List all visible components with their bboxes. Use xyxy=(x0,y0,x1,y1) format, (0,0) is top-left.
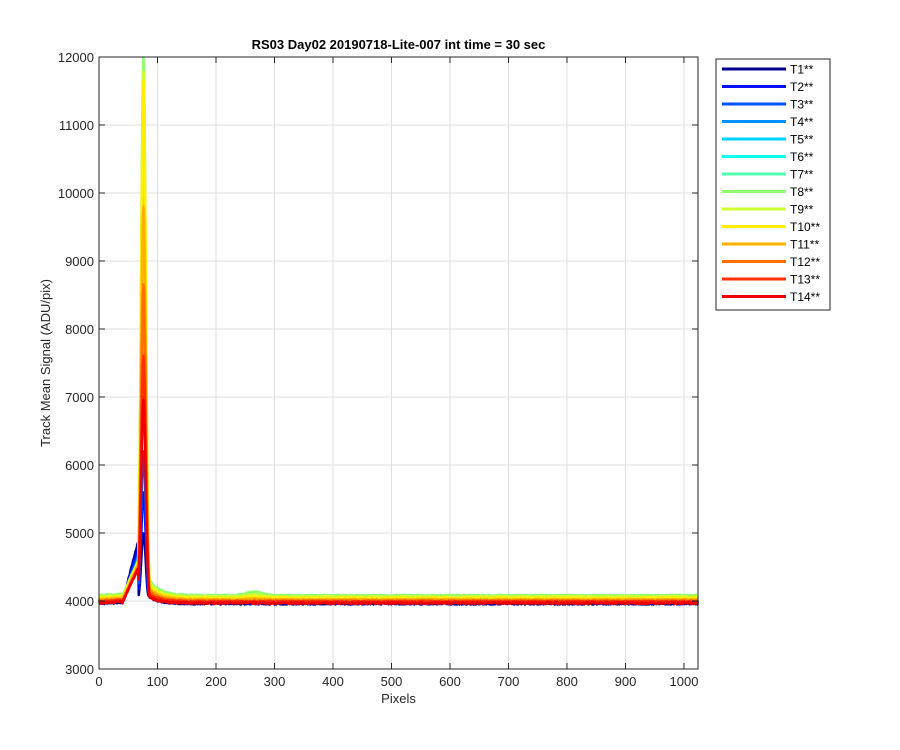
legend-label: T11** xyxy=(790,238,819,252)
legend-entry: T14** xyxy=(722,290,820,304)
legend-entry: T7** xyxy=(722,168,814,182)
y-tick-label: 3000 xyxy=(65,662,94,677)
x-tick-label: 300 xyxy=(264,674,286,689)
series-line xyxy=(98,398,699,606)
x-tick-label: 800 xyxy=(556,674,578,689)
x-tick-label: 1000 xyxy=(670,674,699,689)
legend-label: T3** xyxy=(790,98,814,112)
x-tick-label: 600 xyxy=(439,674,461,689)
x-tick-label: 0 xyxy=(95,674,102,689)
legend-entry: T2** xyxy=(722,80,814,94)
y-tick-label: 8000 xyxy=(65,322,94,337)
legend-entry: T13** xyxy=(722,273,820,287)
legend-label: T2** xyxy=(790,80,814,94)
legend: T1** T2** T3** T4** T5** T6** T7** T8** T9** T10*… xyxy=(715,58,831,311)
chart-title: RS03 Day02 20190718-Lite-007 int time = … xyxy=(252,37,546,52)
x-tick-label: 700 xyxy=(498,674,520,689)
legend-label: T10** xyxy=(790,220,820,234)
x-tick-label: 500 xyxy=(381,674,403,689)
y-tick-label: 12000 xyxy=(58,50,94,65)
y-tick-label: 4000 xyxy=(65,594,94,609)
y-tick-label: 11000 xyxy=(59,118,94,133)
legend-entry: T11** xyxy=(722,238,819,252)
legend-entry: T1** xyxy=(722,63,814,77)
legend-label: T13** xyxy=(790,273,820,287)
legend-entry: T12** xyxy=(722,255,820,269)
plot-area xyxy=(99,57,698,669)
series-lines xyxy=(97,56,700,606)
legend-entry: T10** xyxy=(722,220,820,234)
y-tick-label: 7000 xyxy=(65,390,94,405)
x-axis-label: Pixels xyxy=(381,691,416,706)
y-tick-label: 9000 xyxy=(65,254,94,269)
legend-entry: T9** xyxy=(722,203,814,217)
y-tick-label: 10000 xyxy=(58,186,94,201)
legend-box xyxy=(715,58,831,311)
legend-entry: T6** xyxy=(722,150,814,164)
legend-label: T5** xyxy=(790,133,814,147)
legend-entry: T3** xyxy=(722,98,814,112)
y-tick-label: 6000 xyxy=(65,458,94,473)
y-tick-label: 5000 xyxy=(65,526,94,541)
x-tick-label: 200 xyxy=(205,674,227,689)
legend-label: T8** xyxy=(790,185,814,199)
legend-entry: T8** xyxy=(722,185,814,199)
legend-entry: T5** xyxy=(722,133,814,147)
x-tick-label: 400 xyxy=(322,674,344,689)
legend-label: T1** xyxy=(790,63,814,77)
legend-label: T9** xyxy=(790,203,814,217)
plot-frame xyxy=(98,56,699,670)
axis-ticks: 0 100 200 300 400 500 600 700 800 900 1000 3000 4000… xyxy=(58,50,699,689)
legend-entry: T4** xyxy=(722,115,814,129)
legend-label: T12** xyxy=(790,255,820,269)
x-tick-label: 100 xyxy=(147,674,169,689)
legend-label: T14** xyxy=(790,290,820,304)
x-tick-label: 900 xyxy=(615,674,637,689)
legend-label: T4** xyxy=(790,115,814,129)
y-axis-label: Track Mean Signal (ADU/pix) xyxy=(38,279,53,447)
legend-label: T6** xyxy=(790,150,814,164)
legend-label: T7** xyxy=(790,168,814,182)
